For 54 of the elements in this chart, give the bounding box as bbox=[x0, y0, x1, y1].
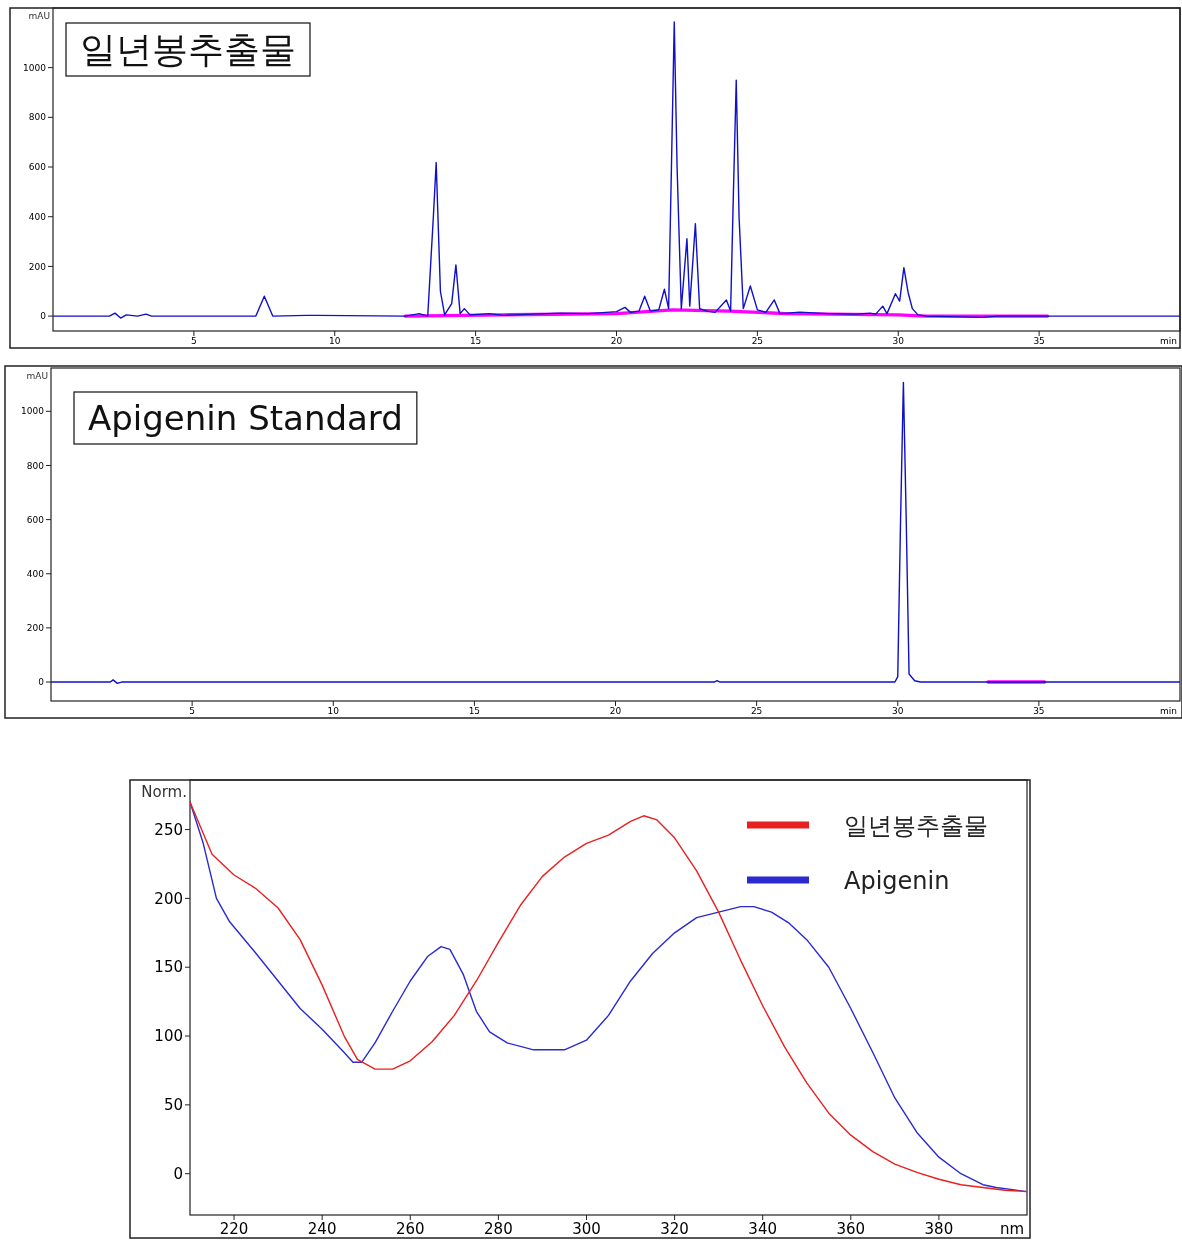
y-tick-label: 600 bbox=[26, 514, 45, 525]
x-tick-label: 380 bbox=[924, 1220, 954, 1238]
legend-label: 일년봉추출물 bbox=[844, 812, 988, 840]
y-tick-label: 0 bbox=[40, 311, 47, 322]
x-tick-label: 280 bbox=[484, 1220, 513, 1238]
x-tick-label: 10 bbox=[329, 336, 341, 346]
x-tick-label: 5 bbox=[191, 336, 197, 346]
y-tick-label: 1000 bbox=[23, 62, 47, 73]
y-tick-label: 250 bbox=[154, 820, 183, 839]
y-axis-title: mAU bbox=[28, 11, 50, 21]
x-tick-label: 30 bbox=[892, 336, 905, 346]
y-tick-label: 600 bbox=[28, 162, 47, 173]
line-series bbox=[53, 21, 1180, 319]
x-tick-label: 340 bbox=[748, 1220, 777, 1238]
x-tick-label: 10 bbox=[327, 706, 340, 716]
y-tick-label: 100 bbox=[154, 1027, 183, 1046]
y-tick-label: 200 bbox=[28, 261, 47, 272]
y-tick-label: 0 bbox=[38, 677, 45, 688]
x-tick-label: 35 bbox=[1033, 336, 1045, 346]
x-tick-label: 260 bbox=[395, 1220, 425, 1238]
line-series bbox=[190, 801, 1027, 1193]
x-tick-label: 25 bbox=[751, 336, 764, 346]
x-tick-label: 20 bbox=[609, 706, 622, 716]
x-tick-label: 5 bbox=[189, 706, 195, 716]
y-tick-label: 400 bbox=[28, 211, 47, 222]
y-tick-label: 50 bbox=[163, 1096, 183, 1115]
x-tick-label: 35 bbox=[1033, 706, 1045, 716]
y-tick-label: 200 bbox=[154, 889, 183, 908]
y-tick-label: 150 bbox=[154, 958, 183, 977]
x-tick-label: 300 bbox=[572, 1220, 601, 1238]
legend-label: Apigenin bbox=[844, 867, 950, 895]
y-tick-label: 1000 bbox=[21, 406, 45, 417]
text: 일년봉추출물 bbox=[80, 29, 296, 70]
x-tick-label: 15 bbox=[468, 706, 481, 716]
x-tick-label: 320 bbox=[660, 1220, 689, 1238]
x-axis-title: min bbox=[1160, 336, 1177, 346]
x-tick-label: 20 bbox=[610, 336, 623, 346]
y-tick-label: 0 bbox=[173, 1164, 183, 1183]
x-tick-label: 30 bbox=[892, 706, 904, 716]
y-tick-label: 800 bbox=[26, 460, 45, 471]
x-tick-label: 240 bbox=[307, 1220, 337, 1238]
x-axis-title: min bbox=[1160, 706, 1177, 716]
text: Apigenin Standard bbox=[88, 398, 403, 438]
x-tick-label: 220 bbox=[219, 1220, 249, 1238]
y-tick-label: 800 bbox=[28, 112, 47, 123]
y-axis-title: Norm. bbox=[141, 783, 187, 801]
line-series bbox=[51, 381, 1180, 685]
x-axis-title: nm bbox=[999, 1220, 1024, 1238]
y-axis-title: mAU bbox=[26, 371, 48, 381]
y-tick-label: 400 bbox=[26, 568, 45, 579]
y-tick-label: 200 bbox=[26, 623, 45, 634]
x-tick-label: 25 bbox=[750, 706, 763, 716]
x-tick-label: 360 bbox=[836, 1220, 866, 1238]
x-tick-label: 15 bbox=[469, 336, 482, 346]
